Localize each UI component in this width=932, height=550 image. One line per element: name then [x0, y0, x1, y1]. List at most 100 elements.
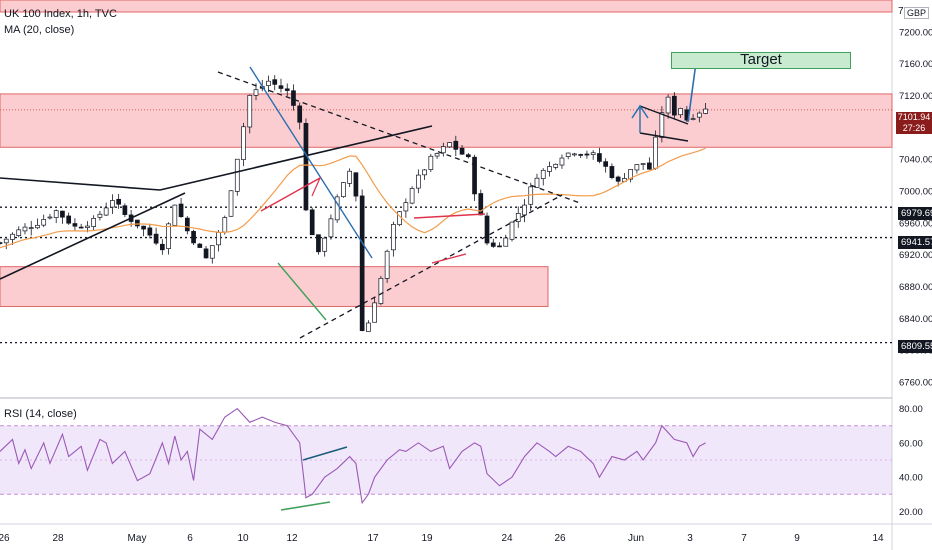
- candle-body: [659, 112, 665, 138]
- candle-body: [184, 217, 190, 232]
- candle-body: [665, 96, 671, 114]
- candle-body: [347, 170, 353, 184]
- candle-body: [222, 217, 228, 233]
- price-tick-label: 6920.00: [899, 250, 932, 261]
- candle-body: [690, 118, 696, 120]
- time-tick-label: 14: [872, 533, 884, 544]
- candle-body: [16, 229, 22, 236]
- price-tick-label: 7160.00: [899, 59, 932, 70]
- price-tick-label: 7120.00: [899, 91, 932, 102]
- time-tick-label: May: [128, 533, 147, 544]
- candle-body: [278, 85, 284, 89]
- rsi-tick-label: 40.00: [899, 473, 923, 484]
- candle-body: [41, 219, 47, 226]
- current-price-value: 7101.94: [897, 112, 931, 122]
- trendline: [159, 125, 433, 191]
- time-tick-label: 10: [237, 533, 249, 544]
- candle-body: [572, 153, 577, 156]
- candle-body: [0, 242, 3, 244]
- candle-body: [135, 219, 140, 227]
- trendline: [249, 66, 373, 259]
- time-tick-label: 7: [741, 533, 747, 544]
- candle-body: [35, 224, 40, 229]
- candle-body: [590, 152, 596, 155]
- candle-body: [472, 156, 477, 195]
- candle-body: [216, 232, 221, 246]
- rsi-divergence-line: [280, 501, 331, 511]
- candle-body: [634, 164, 640, 171]
- candle-body: [141, 225, 146, 230]
- price-tick-label: 7040.00: [899, 155, 932, 166]
- time-tick-label: 26: [0, 533, 10, 544]
- candle-body: [603, 161, 609, 167]
- trendline: [0, 177, 161, 191]
- time-tick-label: Jun: [628, 533, 644, 544]
- candle-body: [272, 79, 278, 85]
- candle-body: [166, 223, 171, 249]
- candle-body: [428, 155, 434, 170]
- candle-body: [453, 140, 459, 150]
- rsi-tick-label: 20.00: [899, 507, 923, 518]
- rsi-divergence-line: [302, 446, 348, 461]
- price-tick-label: 7000.00: [899, 187, 932, 198]
- candle-body: [609, 166, 615, 178]
- candle-body: [53, 210, 59, 218]
- candle-body: [678, 108, 683, 116]
- candle-body: [565, 152, 571, 157]
- trendline: [277, 262, 327, 321]
- candle-body: [72, 223, 78, 227]
- time-tick-label: 24: [501, 533, 513, 544]
- candle-body: [384, 250, 390, 279]
- ma-indicator-label: MA (20, close): [4, 24, 75, 36]
- candle-body: [490, 242, 496, 247]
- candle-body: [422, 169, 427, 176]
- candle-body: [447, 142, 452, 148]
- candle-body: [47, 216, 53, 219]
- candle-body: [703, 108, 708, 114]
- candle-body: [60, 210, 65, 218]
- arrow-head: [301, 176, 322, 197]
- current-price-tag: 7101.94 27:26: [896, 112, 932, 134]
- symbol-title: UK 100 Index, 1h, TVC: [4, 8, 117, 20]
- time-tick-label: 3: [687, 533, 693, 544]
- candle-body: [391, 224, 396, 251]
- candle-body: [647, 162, 652, 170]
- candle-body: [22, 226, 28, 232]
- time-tick-label: 12: [286, 533, 298, 544]
- candle-body: [434, 153, 440, 157]
- candle-body: [85, 225, 90, 228]
- candle-body: [553, 163, 559, 168]
- candle-body: [628, 169, 633, 180]
- price-tick-label: 6960.00: [899, 218, 932, 229]
- trendline: [217, 71, 581, 204]
- candle-body: [309, 209, 315, 236]
- candle-body: [509, 221, 515, 240]
- target-annotation: Target: [671, 51, 851, 69]
- candle-body: [322, 237, 328, 252]
- candle-body: [522, 204, 527, 216]
- candle-body: [478, 193, 484, 216]
- candle-body: [284, 88, 290, 91]
- rsi-line: [0, 407, 706, 505]
- candle-body: [241, 126, 246, 160]
- arrow-head: [631, 104, 649, 119]
- candle-body: [534, 177, 540, 188]
- trendline: [413, 213, 486, 219]
- time-tick-label: 6: [187, 533, 193, 544]
- currency-badge[interactable]: GBP: [904, 7, 930, 19]
- candle-body: [203, 248, 209, 259]
- candle-body: [372, 302, 377, 323]
- candle-body: [191, 230, 196, 244]
- candle-body: [615, 176, 621, 182]
- candle-body: [316, 234, 321, 253]
- rsi-tick-label: 60.00: [899, 438, 923, 449]
- level-tag-6941: 6941.57: [898, 236, 932, 249]
- price-tick-label: 6840.00: [899, 314, 932, 325]
- candle-body: [3, 238, 9, 244]
- candle-body: [403, 202, 409, 212]
- candle-body: [97, 213, 103, 218]
- trendline: [639, 132, 689, 142]
- candle-body: [247, 94, 253, 128]
- candle-body: [28, 227, 34, 229]
